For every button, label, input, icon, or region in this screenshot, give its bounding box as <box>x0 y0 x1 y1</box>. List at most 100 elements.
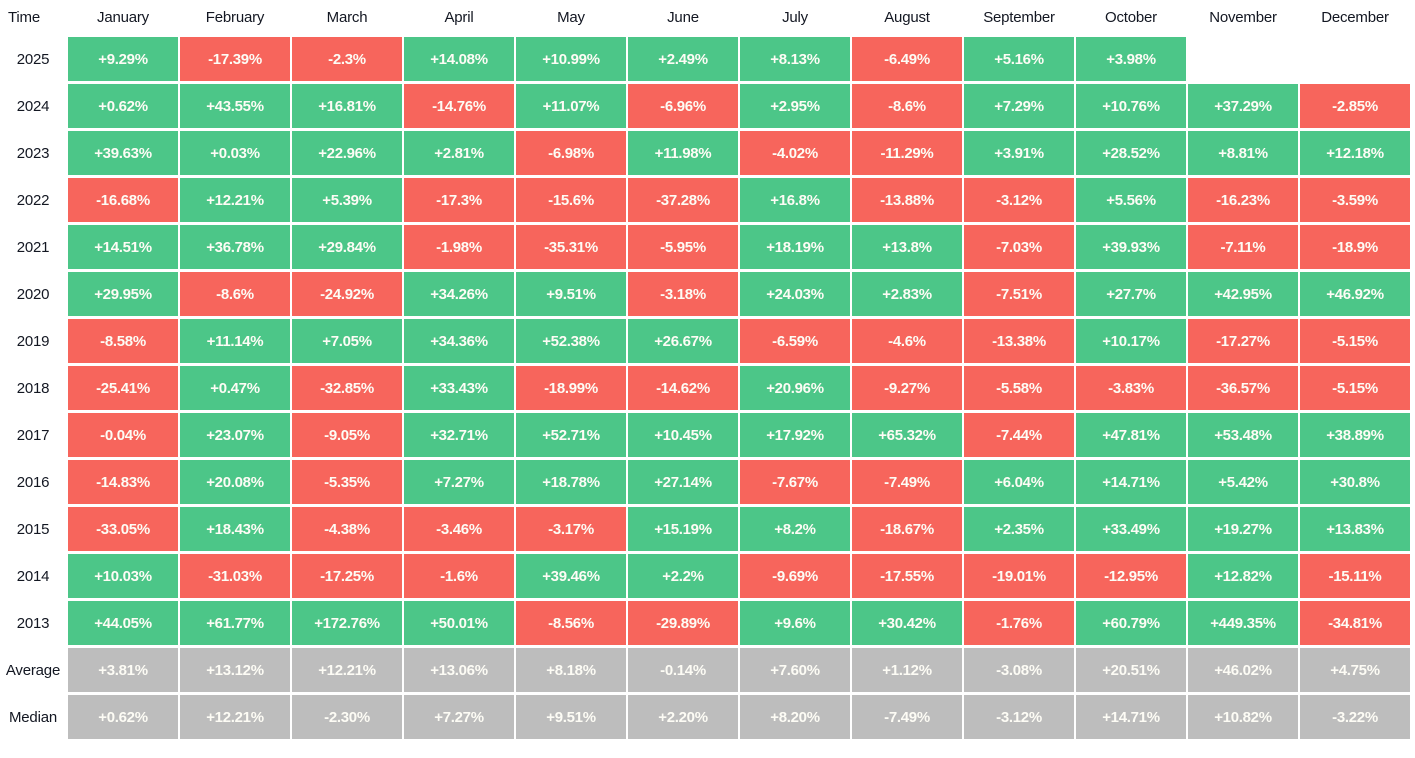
return-cell: -15.11% <box>1300 554 1410 598</box>
return-cell: -33.05% <box>68 507 178 551</box>
return-cell: -8.6% <box>180 272 290 316</box>
month-header-april: April <box>444 8 474 26</box>
return-cell: +20.96% <box>740 366 850 410</box>
return-cell: -3.59% <box>1300 178 1410 222</box>
return-cell: -32.85% <box>292 366 402 410</box>
return-cell: +5.16% <box>964 37 1074 81</box>
return-cell: -0.14% <box>628 648 738 692</box>
return-cell: +8.18% <box>516 648 626 692</box>
return-cell: +11.14% <box>180 319 290 363</box>
return-cell: +4.75% <box>1300 648 1410 692</box>
return-cell: +42.95% <box>1188 272 1298 316</box>
return-cell: -17.3% <box>404 178 514 222</box>
return-cell: +11.98% <box>628 131 738 175</box>
return-cell: +5.39% <box>292 178 402 222</box>
return-cell: -12.95% <box>1076 554 1186 598</box>
return-cell: -34.81% <box>1300 601 1410 645</box>
return-cell: +7.60% <box>740 648 850 692</box>
return-cell: -8.56% <box>516 601 626 645</box>
month-header-july: July <box>782 8 808 26</box>
row-label-2020: 2020 <box>16 285 50 303</box>
return-cell: +3.81% <box>68 648 178 692</box>
return-cell: +9.29% <box>68 37 178 81</box>
return-cell: -18.67% <box>852 507 962 551</box>
return-cell: +9.51% <box>516 272 626 316</box>
return-cell: +9.51% <box>516 695 626 739</box>
return-cell: -13.38% <box>964 319 1074 363</box>
return-cell: -7.44% <box>964 413 1074 457</box>
return-cell: -16.23% <box>1188 178 1298 222</box>
return-cell: +43.55% <box>180 84 290 128</box>
return-cell: -3.22% <box>1300 695 1410 739</box>
return-cell: -24.92% <box>292 272 402 316</box>
row-label-2023: 2023 <box>16 144 50 162</box>
return-cell: +20.08% <box>180 460 290 504</box>
return-cell: +18.43% <box>180 507 290 551</box>
return-cell: +60.79% <box>1076 601 1186 645</box>
row-label-average: Average <box>5 661 61 679</box>
return-cell: +5.42% <box>1188 460 1298 504</box>
return-cell: +53.48% <box>1188 413 1298 457</box>
return-cell: +0.03% <box>180 131 290 175</box>
row-label-2015: 2015 <box>16 520 50 538</box>
return-cell: -1.76% <box>964 601 1074 645</box>
return-cell: -14.83% <box>68 460 178 504</box>
return-cell: -31.03% <box>180 554 290 598</box>
return-cell: +26.67% <box>628 319 738 363</box>
return-cell: +46.02% <box>1188 648 1298 692</box>
return-cell: -3.08% <box>964 648 1074 692</box>
return-cell <box>1300 37 1410 81</box>
month-header-february: February <box>205 8 265 26</box>
row-label-2019: 2019 <box>16 332 50 350</box>
month-header-january: January <box>97 8 149 26</box>
return-cell: +30.8% <box>1300 460 1410 504</box>
return-cell: -17.27% <box>1188 319 1298 363</box>
return-cell: +0.62% <box>68 695 178 739</box>
return-cell: -9.27% <box>852 366 962 410</box>
return-cell: +5.56% <box>1076 178 1186 222</box>
row-label-2024: 2024 <box>16 97 50 115</box>
month-header-june: June <box>667 8 699 26</box>
return-cell: -4.38% <box>292 507 402 551</box>
return-cell: +61.77% <box>180 601 290 645</box>
return-cell: +2.35% <box>964 507 1074 551</box>
return-cell: +10.99% <box>516 37 626 81</box>
return-cell: +19.27% <box>1188 507 1298 551</box>
return-cell: +39.93% <box>1076 225 1186 269</box>
return-cell: +3.98% <box>1076 37 1186 81</box>
return-cell: +18.78% <box>516 460 626 504</box>
return-cell: +10.82% <box>1188 695 1298 739</box>
return-cell: +34.26% <box>404 272 514 316</box>
return-cell: -16.68% <box>68 178 178 222</box>
return-cell: +10.17% <box>1076 319 1186 363</box>
return-cell: +36.78% <box>180 225 290 269</box>
return-cell: -29.89% <box>628 601 738 645</box>
return-cell: +39.63% <box>68 131 178 175</box>
return-cell: -14.76% <box>404 84 514 128</box>
return-cell: +7.05% <box>292 319 402 363</box>
return-cell: +18.19% <box>740 225 850 269</box>
monthly-returns-table: Time January February March April May June Jul… <box>5 8 1410 739</box>
return-cell: -13.88% <box>852 178 962 222</box>
return-cell: -6.59% <box>740 319 850 363</box>
return-cell: +1.12% <box>852 648 962 692</box>
return-cell: +14.08% <box>404 37 514 81</box>
return-cell: +16.81% <box>292 84 402 128</box>
return-cell: -35.31% <box>516 225 626 269</box>
return-cell: -7.49% <box>852 695 962 739</box>
return-cell: +34.36% <box>404 319 514 363</box>
month-header-november: November <box>1209 8 1277 26</box>
return-cell: +12.21% <box>292 648 402 692</box>
return-cell: -0.04% <box>68 413 178 457</box>
return-cell: +33.43% <box>404 366 514 410</box>
return-cell: -2.3% <box>292 37 402 81</box>
return-cell: +2.83% <box>852 272 962 316</box>
return-cell: -5.58% <box>964 366 1074 410</box>
return-cell: +14.71% <box>1076 460 1186 504</box>
return-cell: -9.69% <box>740 554 850 598</box>
return-cell: -36.57% <box>1188 366 1298 410</box>
return-cell: +24.03% <box>740 272 850 316</box>
return-cell: -3.18% <box>628 272 738 316</box>
return-cell: +27.7% <box>1076 272 1186 316</box>
return-cell: +6.04% <box>964 460 1074 504</box>
